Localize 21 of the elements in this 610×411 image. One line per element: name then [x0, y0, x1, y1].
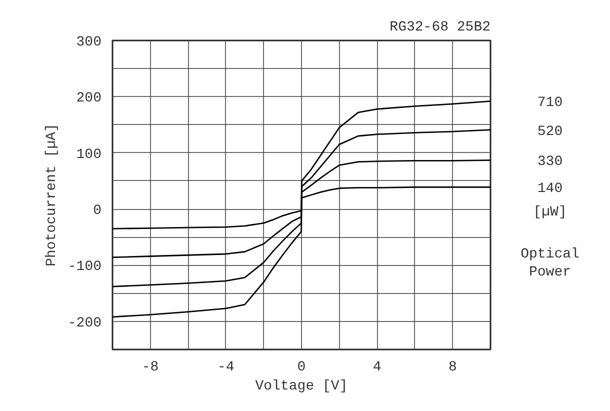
x-tick-label: -4: [218, 360, 234, 376]
text: 330: [537, 154, 563, 170]
chart-title: RG32-68 25B2: [390, 20, 491, 36]
x-axis-title: Voltage [V]: [255, 378, 348, 394]
x-tick-label: 8: [448, 360, 457, 376]
text: 140: [537, 181, 563, 198]
legend-title: [µW]: [533, 204, 567, 220]
x-tick-label: 0: [297, 360, 306, 376]
text: 520: [537, 124, 563, 140]
y-tick-label: 300: [76, 34, 102, 50]
text: 710: [537, 95, 563, 112]
y-tick-label: 0: [93, 203, 102, 220]
x-tick-label: -8: [142, 360, 159, 376]
y-tick-label: -200: [68, 315, 102, 332]
y-tick-label: -100: [68, 259, 102, 276]
line-series: [112, 100, 490, 318]
y-tick-label: 100: [76, 146, 102, 163]
x-tick-label: 4: [372, 360, 382, 376]
text: Optical Power: [520, 246, 580, 281]
y-axis-title: Photocurrent [µA]: [44, 124, 60, 266]
y-tick-label: 200: [76, 90, 102, 107]
